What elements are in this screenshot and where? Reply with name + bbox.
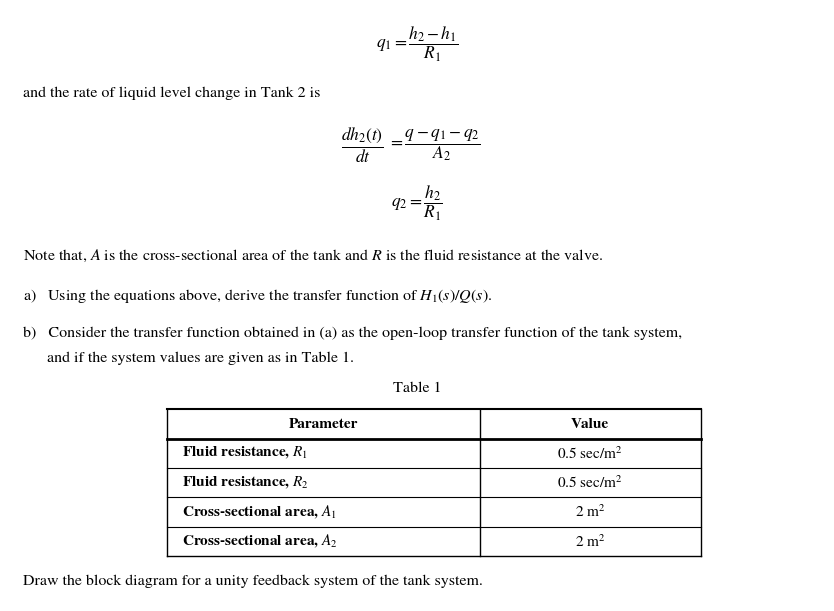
Text: 2 m$^2$: 2 m$^2$: [575, 503, 605, 521]
Text: a)   Using the equations above, derive the transfer function of $H_1(s)/Q(s)$.: a) Using the equations above, derive the…: [23, 287, 493, 305]
Text: Cross-sectional area, $\mathit{A}_2$: Cross-sectional area, $\mathit{A}_2$: [182, 533, 338, 550]
Text: $\dfrac{dh_2(t)}{dt}$: $\dfrac{dh_2(t)}{dt}$: [341, 125, 384, 164]
Text: Draw the block diagram for a unity feedback system of the tank system.: Draw the block diagram for a unity feedb…: [23, 575, 483, 588]
Text: Fluid resistance, $\mathit{R}_1$: Fluid resistance, $\mathit{R}_1$: [182, 445, 308, 461]
Text: Cross-sectional area, $\mathit{A}_1$: Cross-sectional area, $\mathit{A}_1$: [182, 503, 337, 521]
Text: $q_2 = \dfrac{h_2}{R_1}$: $q_2 = \dfrac{h_2}{R_1}$: [391, 184, 443, 223]
Text: Parameter: Parameter: [289, 417, 358, 431]
Text: b)   Consider the transfer function obtained in (a) as the open-loop transfer fu: b) Consider the transfer function obtain…: [23, 327, 682, 340]
Text: Table 1: Table 1: [393, 381, 441, 395]
Text: 0.5 sec/m$^2$: 0.5 sec/m$^2$: [557, 445, 623, 462]
Text: Fluid resistance, $\mathit{R}_2$: Fluid resistance, $\mathit{R}_2$: [182, 475, 309, 491]
Text: and if the system values are given as in Table 1.: and if the system values are given as in…: [23, 352, 354, 365]
Text: and the rate of liquid level change in Tank 2 is: and the rate of liquid level change in T…: [23, 86, 321, 100]
Text: 0.5 sec/m$^2$: 0.5 sec/m$^2$: [557, 474, 623, 491]
Text: $q_1 = \dfrac{h_2 - h_1}{R_1}$: $q_1 = \dfrac{h_2 - h_1}{R_1}$: [376, 24, 458, 64]
Text: $=\dfrac{q - q_1 - q_2}{A_2}$: $=\dfrac{q - q_1 - q_2}{A_2}$: [388, 127, 480, 163]
Text: Note that, $A$ is the cross-sectional area of the tank and $R$ is the fluid resi: Note that, $A$ is the cross-sectional ar…: [23, 248, 604, 264]
Text: 2 m$^2$: 2 m$^2$: [575, 533, 605, 550]
Text: Value: Value: [571, 417, 609, 431]
